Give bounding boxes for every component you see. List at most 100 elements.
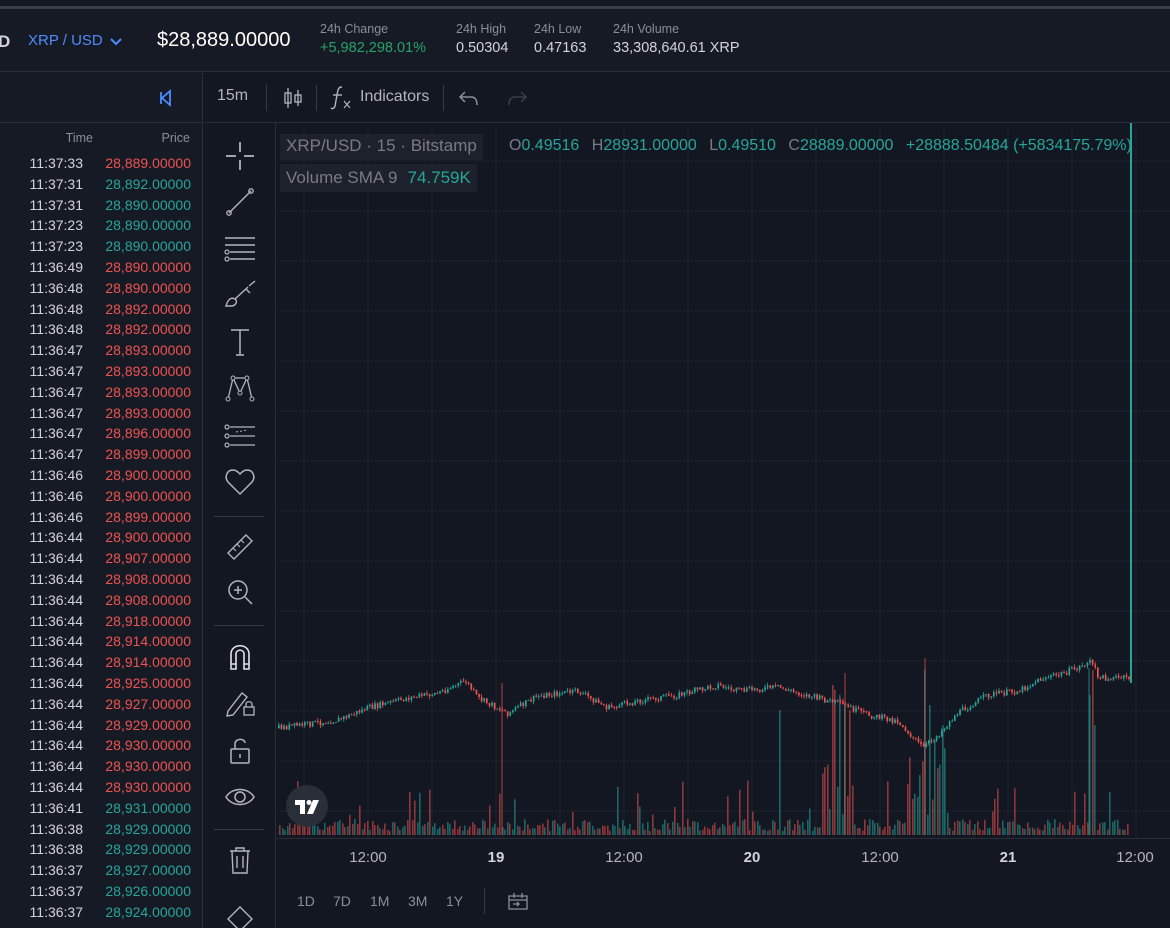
more-tools[interactable] (222, 901, 258, 928)
pattern-tool[interactable] (222, 371, 258, 405)
candle (889, 718, 891, 721)
range-button-7d[interactable]: 7D (333, 893, 351, 909)
trend-line-tool[interactable] (222, 185, 258, 219)
window-top-border (0, 6, 1170, 9)
candle (452, 686, 454, 689)
chart-area[interactable] (277, 123, 1170, 838)
hide-drawings-tool[interactable] (222, 780, 258, 814)
candle (348, 714, 350, 718)
range-button-3m[interactable]: 3M (408, 893, 428, 909)
candle (686, 690, 688, 693)
crosshair-icon (226, 142, 254, 170)
text-tool[interactable] (222, 325, 258, 359)
favorites-tool[interactable] (222, 465, 258, 499)
candle (1060, 672, 1063, 676)
candle (831, 699, 834, 703)
range-button-1d[interactable]: 1D (297, 893, 315, 909)
pair-selector[interactable]: XRP / USD (28, 32, 123, 49)
trade-time: 11:37:31 (29, 196, 83, 213)
trade-row: 11:36:37 28,924.00000 (0, 902, 203, 923)
volume-bar (1017, 824, 1019, 835)
trade-row: 11:36:47 28,893.00000 (0, 340, 203, 361)
volume-bar (647, 822, 649, 835)
undo-icon[interactable] (458, 88, 480, 108)
ohlc-open-label: O (509, 137, 522, 154)
volume-bar (832, 685, 834, 835)
volume-bar (827, 764, 829, 835)
volume-bar (1124, 829, 1126, 835)
volume-bar (734, 821, 736, 835)
lock-drawings-tool[interactable] (222, 686, 258, 720)
zoom-tool[interactable] (222, 575, 258, 609)
forecast-tool[interactable] (222, 419, 258, 453)
volume-bar (722, 823, 724, 835)
volume-bar (982, 830, 984, 835)
candle (358, 710, 361, 713)
volume-bar (1104, 822, 1106, 835)
horizontal-lines-tool[interactable] (222, 231, 258, 265)
date-range-icon[interactable] (506, 890, 530, 912)
candle (798, 692, 800, 696)
candle (285, 725, 288, 730)
candle (844, 703, 847, 705)
measure-tool[interactable] (222, 529, 258, 563)
candle (402, 699, 405, 701)
trade-price: 28,900.00000 (105, 529, 191, 546)
lock-all-tool[interactable] (222, 733, 258, 767)
redo-icon[interactable] (506, 88, 528, 108)
trade-time: 11:37:23 (29, 217, 83, 234)
candle (454, 685, 457, 687)
candle (816, 694, 818, 700)
volume-bar (774, 821, 776, 835)
candle (288, 724, 291, 730)
indicators-button[interactable]: Indicators (330, 84, 429, 110)
volume-bar (392, 822, 394, 835)
candle (322, 723, 324, 726)
volume-bar (569, 827, 571, 835)
volume-bar (817, 827, 819, 835)
interval-button[interactable]: 15m (217, 87, 249, 104)
volume-bar (617, 787, 619, 835)
volume-bar (1119, 828, 1121, 835)
collapse-panel-icon[interactable] (158, 89, 174, 107)
trade-row: 11:36:44 28,908.00000 (0, 569, 203, 590)
price-column-header: Price (161, 131, 190, 145)
trade-time: 11:36:44 (29, 529, 83, 546)
crosshair-tool[interactable] (222, 139, 258, 173)
candle (280, 725, 283, 730)
time-axis[interactable]: 12:00 19 12:00 20 12:00 21 12:00 (277, 838, 1170, 876)
candle (509, 711, 512, 716)
volume-bar (552, 820, 554, 835)
range-divider (484, 888, 485, 914)
volume-bar (319, 829, 321, 835)
candle (850, 706, 852, 708)
volume-bar (519, 826, 521, 835)
candle (987, 694, 990, 698)
candles-icon[interactable] (282, 86, 304, 110)
volume-bar (659, 829, 661, 835)
candle (540, 695, 543, 697)
candle (449, 688, 452, 690)
volume-bar (437, 828, 439, 835)
volume-bar (789, 819, 791, 835)
ohlc-high: 28931.00000 (603, 137, 697, 154)
ruler-icon (227, 534, 253, 560)
tradingview-logo-icon[interactable] (286, 785, 328, 827)
candle (296, 723, 298, 726)
candle (821, 695, 824, 698)
market-header: D XRP / USD $28,889.00000 24h Change +5,… (0, 10, 1170, 72)
candle (392, 700, 395, 702)
trade-time: 11:36:44 (29, 633, 83, 650)
volume-bar (417, 822, 419, 835)
remove-drawings-tool[interactable] (222, 843, 258, 877)
range-button-1m[interactable]: 1M (370, 893, 390, 909)
price-chart[interactable] (277, 123, 1170, 838)
volume-bar (562, 823, 564, 835)
trade-time: 11:36:47 (29, 404, 83, 421)
candle (720, 683, 722, 686)
candle (891, 718, 894, 723)
range-button-1y[interactable]: 1Y (446, 893, 464, 909)
magnet-tool[interactable] (222, 639, 258, 673)
brush-tool[interactable] (222, 277, 258, 311)
volume-bar (864, 819, 866, 835)
